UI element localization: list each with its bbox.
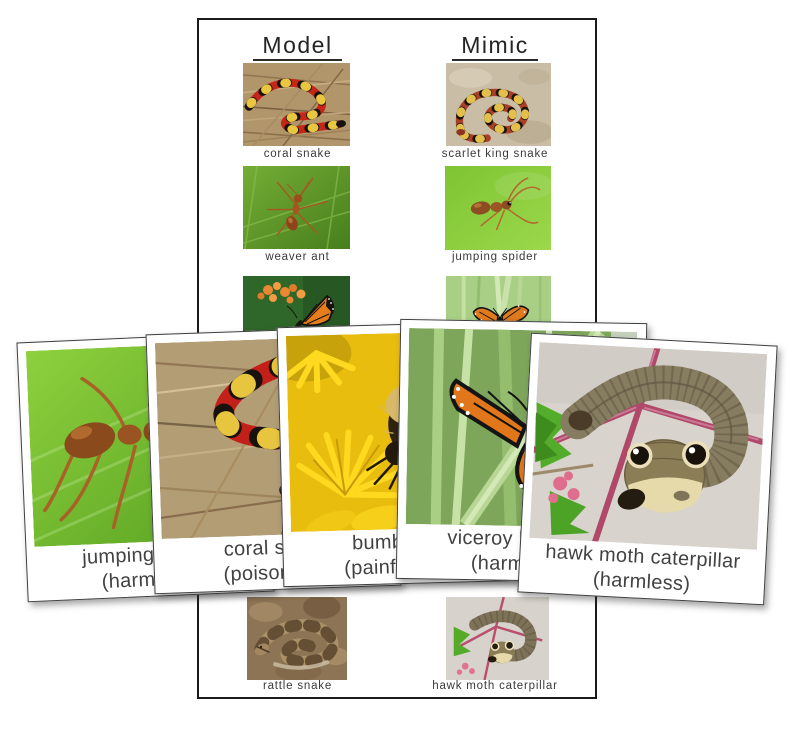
column-header-mimic: Mimic	[396, 32, 594, 61]
weaver-ant-label: weaver ant	[265, 251, 330, 263]
column-header-model: Model	[199, 32, 396, 61]
weaver-ant-photo	[243, 166, 350, 249]
scarlet-king-snake-photo	[446, 63, 551, 146]
jumping-spider-label: jumping spider	[452, 251, 538, 263]
hawk-moth-caterpillar-label: hawk moth caterpillar	[432, 680, 558, 692]
hawk-moth-caterpillar-photo	[446, 597, 549, 680]
coral-snake-label: coral snake	[263, 148, 332, 160]
rattle-snake-photo	[247, 597, 347, 680]
card-hawk-moth-caterpillar-photo	[529, 342, 768, 550]
scarlet-king-snake-label: scarlet king snake	[441, 148, 549, 160]
jumping-spider-photo	[445, 166, 551, 250]
coral-snake-photo	[243, 63, 350, 146]
card-hawk-moth-caterpillar: hawk moth caterpillar (harmless)	[517, 332, 778, 606]
rattle-snake-label: rattle snake	[262, 680, 333, 692]
model-header-text: Model	[253, 32, 342, 61]
mimic-header-text: Mimic	[452, 32, 538, 61]
